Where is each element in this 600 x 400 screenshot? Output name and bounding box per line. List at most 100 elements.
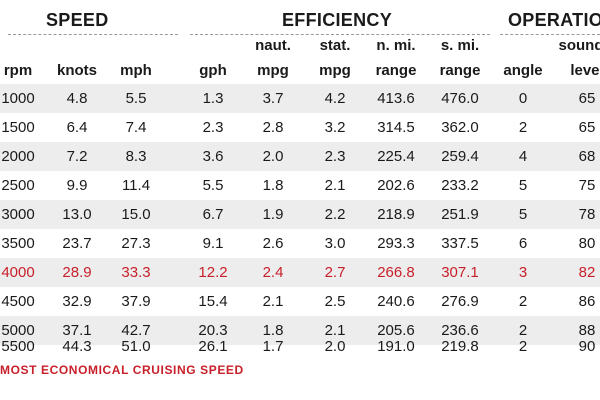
cell-knots: 6.4 (66, 119, 88, 136)
cell-rpm: 1000 (1, 90, 35, 107)
cell-mph: 7.4 (125, 119, 147, 136)
cell-n-mi-range: 266.8 (377, 264, 415, 281)
cell-naut-mpg: 1.8 (262, 177, 284, 194)
cell-n-mi-range: 225.4 (377, 148, 415, 165)
cell-angle: 2 (518, 293, 528, 310)
cell-mph: 33.3 (121, 264, 151, 281)
column-header-s-mi-range: range (439, 62, 481, 79)
cell-stat-mpg: 2.1 (324, 322, 346, 339)
cell-n-mi-range: 413.6 (377, 90, 415, 107)
group-header-efficiency: EFFICIENCY (282, 10, 393, 30)
cell-rpm: 5500 (1, 338, 35, 355)
cell-stat-mpg: 2.0 (324, 338, 346, 355)
cell-s-mi-range: 236.6 (441, 322, 479, 339)
cell-angle: 2 (518, 338, 528, 355)
column-header-gph: gph (199, 62, 227, 79)
cell-naut-mpg: 1.7 (262, 338, 284, 355)
table-row: 3500 23.7 27.3 9.1 2.6 3.0 293.3 337.5 6… (0, 229, 600, 258)
cell-mph: 51.0 (121, 338, 151, 355)
cell-gph: 1.3 (202, 90, 224, 107)
cell-s-mi-range: 276.9 (441, 293, 479, 310)
cell-gph: 15.4 (198, 293, 228, 310)
cell-rpm: 3500 (1, 235, 35, 252)
cell-knots: 28.9 (62, 264, 92, 281)
cell-s-mi-range: 251.9 (441, 206, 479, 223)
cell-gph: 5.5 (202, 177, 224, 194)
cell-s-mi-range: 219.8 (441, 338, 479, 355)
cell-n-mi-range: 191.0 (377, 338, 415, 355)
cell-stat-mpg: 3.2 (324, 119, 346, 136)
cell-naut-mpg: 2.6 (262, 235, 284, 252)
cell-rpm: 5000 (1, 322, 35, 339)
cell-mph: 27.3 (121, 235, 151, 252)
cell-mph: 42.7 (121, 322, 151, 339)
column-header-n-mi-range: range (375, 62, 417, 79)
header-stat-mpg: stat. (319, 37, 351, 54)
table-row: 2500 9.9 11.4 5.5 1.8 2.1 202.6 233.2 5 … (0, 171, 600, 200)
cell-angle: 2 (518, 119, 528, 136)
column-header-sound-level: level (570, 62, 600, 79)
table-row: 2000 7.2 8.3 3.6 2.0 2.3 225.4 259.4 4 6… (0, 142, 600, 171)
cell-s-mi-range: 337.5 (441, 235, 479, 252)
cell-gph: 26.1 (198, 338, 228, 355)
table-row: 1000 4.8 5.5 1.3 3.7 4.2 413.6 476.0 0 6… (0, 84, 600, 113)
cell-stat-mpg: 4.2 (324, 90, 346, 107)
cell-angle: 4 (518, 148, 528, 165)
cell-n-mi-range: 202.6 (377, 177, 415, 194)
table-row-highlighted: 4000 28.9 33.3 12.2 2.4 2.7 266.8 307.1 … (0, 258, 600, 287)
cell-mph: 5.5 (125, 90, 147, 107)
cell-s-mi-range: 259.4 (441, 148, 479, 165)
cell-knots: 13.0 (62, 206, 92, 223)
cell-sound-level: 90 (578, 338, 596, 355)
group-rule-efficiency (190, 34, 490, 35)
cell-knots: 7.2 (66, 148, 88, 165)
header-sound: sound (558, 37, 600, 54)
cell-angle: 0 (518, 90, 528, 107)
cell-n-mi-range: 205.6 (377, 322, 415, 339)
table-row: 5500 44.3 51.0 26.1 1.7 2.0 191.0 219.8 … (0, 334, 600, 363)
cell-knots: 37.1 (62, 322, 92, 339)
cell-sound-level: 88 (578, 322, 596, 339)
cell-naut-mpg: 2.8 (262, 119, 284, 136)
cell-stat-mpg: 3.0 (324, 235, 346, 252)
cell-angle: 3 (518, 264, 528, 281)
cell-rpm: 4500 (1, 293, 35, 310)
cell-mph: 8.3 (125, 148, 147, 165)
cell-angle: 5 (518, 177, 528, 194)
group-rule-speed (8, 34, 178, 35)
column-header-rpm: rpm (3, 62, 33, 79)
cell-n-mi-range: 218.9 (377, 206, 415, 223)
cell-sound-level: 86 (578, 293, 596, 310)
cell-n-mi-range: 314.5 (377, 119, 415, 136)
cell-knots: 4.8 (66, 90, 88, 107)
cell-stat-mpg: 2.1 (324, 177, 346, 194)
header-s-mi: s. mi. (440, 37, 480, 54)
cell-knots: 44.3 (62, 338, 92, 355)
cell-knots: 32.9 (62, 293, 92, 310)
table-row: 3000 13.0 15.0 6.7 1.9 2.2 218.9 251.9 5… (0, 200, 600, 229)
cell-angle: 5 (518, 206, 528, 223)
cell-mph: 11.4 (121, 177, 151, 194)
cell-sound-level: 78 (578, 206, 596, 223)
cell-rpm: 3000 (1, 206, 35, 223)
cell-s-mi-range: 476.0 (441, 90, 479, 107)
column-header-angle: angle (503, 62, 543, 79)
cell-knots: 9.9 (66, 177, 88, 194)
cell-mph: 37.9 (121, 293, 151, 310)
group-header-operation: OPERATION (508, 10, 600, 30)
cell-rpm: 2500 (1, 177, 35, 194)
cell-angle: 2 (518, 322, 528, 339)
cell-gph: 6.7 (202, 206, 224, 223)
cell-stat-mpg: 2.2 (324, 206, 346, 223)
cell-s-mi-range: 307.1 (441, 264, 479, 281)
cell-sound-level: 65 (578, 90, 596, 107)
cell-mph: 15.0 (121, 206, 151, 223)
cell-naut-mpg: 2.4 (262, 264, 284, 281)
cell-stat-mpg: 2.5 (324, 293, 346, 310)
cell-n-mi-range: 240.6 (377, 293, 415, 310)
column-header-mph: mph (120, 62, 152, 79)
cell-naut-mpg: 1.9 (262, 206, 284, 223)
footnote: MOST ECONOMICAL CRUISING SPEED (0, 363, 244, 377)
cell-gph: 9.1 (202, 235, 224, 252)
